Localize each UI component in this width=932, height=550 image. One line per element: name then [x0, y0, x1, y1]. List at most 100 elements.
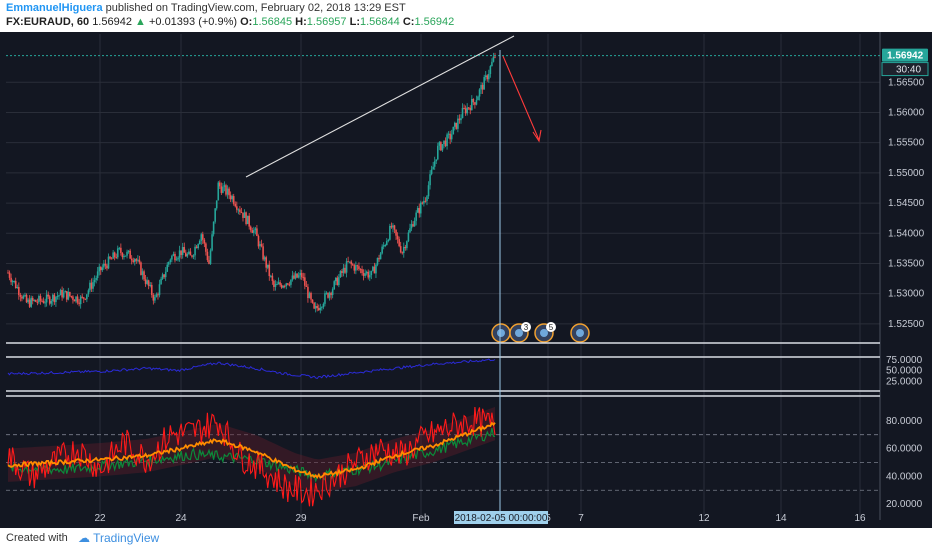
candle-body [478, 89, 481, 97]
candle-body [149, 284, 152, 286]
candle-body [359, 269, 362, 271]
candle-body [234, 203, 237, 207]
candle-body [402, 246, 405, 254]
tradingview-logo[interactable]: ☁ TradingView [78, 531, 160, 545]
candle-body [331, 289, 334, 296]
symbol-name[interactable]: FX:EURAUD, 60 [6, 16, 90, 28]
candle-body [31, 297, 34, 301]
author-link[interactable]: EmmanuelHiguera [6, 2, 103, 14]
candle-body [84, 298, 87, 300]
candle-body [279, 282, 281, 285]
candle-body [45, 294, 48, 303]
candle-body [314, 306, 317, 309]
candle-body [471, 99, 473, 111]
candle-body [50, 301, 53, 304]
candle-body [36, 301, 39, 303]
candle-body [130, 258, 133, 261]
x-tick-label: 16 [854, 513, 866, 524]
candle-body [270, 275, 272, 277]
candle-body [42, 300, 45, 304]
candle-body [225, 185, 227, 195]
osc-tick-label: 80.0000 [886, 416, 923, 427]
candle-body [311, 299, 314, 303]
candle-body [64, 291, 67, 293]
candle-body [104, 263, 107, 266]
candle-body [355, 265, 357, 271]
candle-body [98, 266, 101, 272]
candle-body [429, 174, 431, 186]
candle-body [302, 277, 305, 279]
candle-body [24, 294, 26, 296]
candle-body [237, 209, 240, 211]
candle-body [443, 140, 445, 145]
price-tick-label: 1.53000 [888, 289, 925, 300]
x-tick-label: 12 [698, 513, 710, 524]
candle-body [132, 260, 135, 262]
candle-body [198, 240, 201, 245]
candle-body [13, 280, 15, 282]
x-tick-label: Feb [412, 513, 430, 524]
candle-body [348, 261, 351, 263]
candle-body [157, 294, 159, 296]
candle-body [243, 212, 246, 218]
countdown-label: 30:40 [896, 65, 921, 76]
candle-body [56, 295, 59, 297]
osc-tick-label: 20.0000 [886, 499, 923, 510]
published-text: published on TradingView.com, February 0… [105, 2, 406, 14]
candle-body [407, 232, 410, 242]
candle-body [21, 296, 23, 299]
candle-body [449, 133, 451, 140]
candle-body [217, 182, 220, 201]
candle-body [92, 282, 94, 289]
change-up-icon: ▲ [135, 16, 146, 28]
candle-body [25, 294, 28, 303]
candle-body [404, 246, 407, 249]
candle-body [441, 144, 444, 151]
candle-body [146, 280, 148, 284]
candle-body [461, 107, 464, 119]
candle-body [186, 254, 189, 257]
candle-body [110, 258, 113, 260]
candle-body [358, 266, 360, 270]
candle-body [438, 142, 441, 146]
candle-body [143, 271, 145, 280]
candle-body [161, 274, 164, 279]
candle-body [283, 285, 286, 287]
candle-body [293, 275, 295, 279]
candle-body [28, 299, 31, 307]
candle-body [338, 277, 340, 286]
candle-body [7, 272, 9, 274]
osc-tick-label: 60.0000 [886, 444, 923, 455]
candle-body [197, 244, 199, 249]
candle-body [313, 302, 315, 309]
candle-body [406, 241, 408, 249]
candle-body [222, 186, 224, 193]
candle-body [231, 196, 233, 200]
candle-body [126, 251, 128, 256]
candle-body [101, 267, 104, 271]
candle-body [427, 185, 430, 197]
candle-body [412, 224, 414, 227]
candle-body [324, 293, 326, 304]
candle-body [69, 291, 71, 297]
candle-body [294, 273, 297, 279]
candle-body [78, 302, 80, 305]
axes: 1.56500 1.56000 1.55500 1.55000 1.54500 1.540… [6, 32, 929, 524]
candle-body [61, 289, 63, 298]
candle-body [395, 229, 397, 236]
rsi-line [7, 358, 496, 380]
candle-body [76, 296, 79, 303]
crosshair-date-label: 2018-02-05 00:00:00 [455, 513, 548, 524]
candle-body [296, 273, 298, 278]
candle-body [191, 255, 193, 257]
candle-body [164, 271, 167, 278]
candle-body [172, 253, 175, 256]
candle-body [202, 234, 204, 240]
candle-body [265, 257, 267, 268]
candle-body [27, 299, 29, 303]
candle-body [178, 250, 181, 258]
candle-body [288, 284, 291, 286]
candle-body [413, 220, 416, 227]
candle-body [256, 228, 258, 237]
